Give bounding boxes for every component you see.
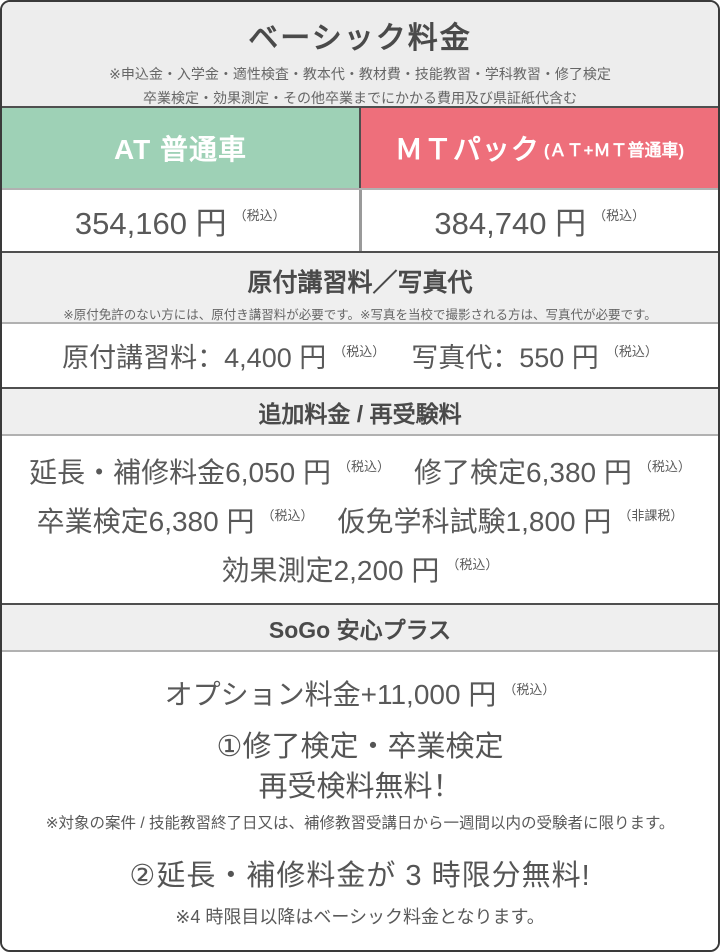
divider bbox=[358, 190, 362, 251]
effect-measurement-fee: 効果測定 2,200 円 （税込） bbox=[222, 549, 499, 589]
completion-test-tax-label: （税込） bbox=[638, 459, 691, 474]
anshin-option-fee: オプション料金 +11,000 円 （税込） bbox=[2, 652, 718, 713]
graduation-test-fee: 卒業検定 6,380 円 （税込） bbox=[37, 500, 314, 540]
divider bbox=[2, 650, 718, 652]
gentsuki-fee-tax-label: （税込） bbox=[333, 344, 386, 359]
divider bbox=[2, 434, 718, 436]
effect-measurement-tax-label: （税込） bbox=[446, 557, 499, 572]
gentsuki-fee-price: 4,400 円 bbox=[224, 343, 327, 373]
divider bbox=[2, 251, 718, 253]
divider bbox=[2, 322, 718, 324]
graduation-test-tax-label: （税込） bbox=[261, 508, 314, 523]
effect-measurement-price: 2,200 円 bbox=[333, 554, 440, 586]
photo-fee: 写真代： 550 円 （税込） bbox=[411, 336, 658, 375]
additional-section-title: 追加料金 / 再受験料 bbox=[258, 400, 462, 427]
plan-header-mt: ＭＴパック (ＡＴ+ＭＴ普通車) bbox=[361, 108, 718, 188]
provisional-license-exam-label: 仮免学科試験 bbox=[337, 505, 506, 537]
photo-fee-tax-label: （税込） bbox=[605, 344, 658, 359]
anshin-option-tax-label: （税込） bbox=[503, 681, 556, 697]
basic-fee-note-line1: ※申込金・入学金・適性検査・教本代・教材費・技能教習・学科教習・修了検定 bbox=[109, 66, 611, 82]
anshin-option-label: オプション料金 bbox=[164, 679, 361, 710]
anshin-benefit1-line1: ①修了検定・卒業検定 bbox=[216, 731, 504, 763]
plan-at-label: AT 普通車 bbox=[113, 134, 248, 165]
basic-fee-note-line2: 卒業検定・効果測定・その他卒業までにかかる費用及び県証紙代含む bbox=[143, 90, 577, 106]
additional-fee-line: 延長・補修料金 6,050 円 （税込） 修了検定 6,380 円 （税込） bbox=[2, 446, 718, 495]
gentsuki-section-header: 原付講習料／写真代 ※原付免許のない方には、原付き講習料が必要です。※写真を当校… bbox=[2, 253, 718, 322]
anshin-option-price: +11,000 円 bbox=[360, 679, 497, 710]
plan-mt-price-cell: 384,740 円 （税込） bbox=[362, 190, 719, 251]
extension-fee-price: 6,050 円 bbox=[225, 456, 331, 488]
additional-fee-line: 卒業検定 6,380 円 （税込） 仮免学科試験 1,800 円 （非課税） bbox=[2, 495, 718, 544]
completion-test-fee: 修了検定 6,380 円 （税込） bbox=[414, 451, 691, 491]
extension-fee-tax-label: （税込） bbox=[337, 459, 390, 474]
photo-fee-price: 550 円 bbox=[519, 343, 599, 373]
anshin-benefit2-note: ※4 時限目以降はベーシック料金となります。 bbox=[175, 907, 545, 928]
divider bbox=[359, 108, 361, 188]
plan-mt-price: 384,740 円 bbox=[434, 206, 587, 241]
gentsuki-section-note: ※原付免許のない方には、原付き講習料が必要です。※写真を当校で撮影される方は、写… bbox=[63, 308, 657, 322]
photo-fee-label: 写真代： bbox=[411, 343, 520, 373]
anshin-benefit2: ②延長・補修料金が 3 時限分無料! bbox=[129, 860, 591, 893]
provisional-license-exam-tax-label: （非課税） bbox=[618, 508, 684, 523]
completion-test-label: 修了検定 bbox=[414, 456, 527, 488]
anshin-body: オプション料金 +11,000 円 （税込） ①修了検定・卒業検定 再受検料無料… bbox=[2, 652, 718, 950]
gentsuki-fee-row: 原付講習料： 4,400 円 （税込） 写真代： 550 円 （税込） bbox=[2, 324, 718, 387]
graduation-test-label: 卒業検定 bbox=[36, 505, 149, 537]
plan-header-row: AT 普通車 ＭＴパック (ＡＴ+ＭＴ普通車) bbox=[2, 108, 718, 188]
plan-mt-tax-label: （税込） bbox=[593, 208, 646, 223]
extension-fee-label: 延長・補修料金 bbox=[29, 456, 226, 488]
page-title: ベーシック料金 bbox=[248, 22, 472, 55]
basic-fee-header: ベーシック料金 ※申込金・入学金・適性検査・教本代・教材費・技能教習・学科教習・… bbox=[2, 2, 718, 106]
extension-fee: 延長・補修料金 6,050 円 （税込） bbox=[29, 451, 390, 491]
anshin-section-header: SoGo 安心プラス bbox=[2, 605, 718, 650]
anshin-benefit1-note: ※対象の案件 / 技能教習終了日又は、補修教習受講日から一週間以内の受験者に限り… bbox=[45, 815, 675, 833]
plan-at-price: 354,160 円 bbox=[74, 206, 227, 241]
plan-mt-label: ＭＴパック bbox=[394, 134, 540, 165]
gentsuki-section-title: 原付講習料／写真代 bbox=[247, 269, 473, 297]
plan-mt-sublabel: (ＡＴ+ＭＴ普通車) bbox=[543, 140, 685, 160]
effect-measurement-label: 効果測定 bbox=[221, 554, 334, 586]
provisional-license-exam-price: 1,800 円 bbox=[505, 505, 612, 537]
plan-header-at: AT 普通車 bbox=[2, 108, 359, 188]
additional-fee-body: 延長・補修料金 6,050 円 （税込） 修了検定 6,380 円 （税込） 卒… bbox=[2, 436, 718, 603]
provisional-license-exam-fee: 仮免学科試験 1,800 円 （非課税） bbox=[338, 500, 684, 540]
completion-test-price: 6,380 円 bbox=[526, 456, 632, 488]
plan-at-tax-label: （税込） bbox=[233, 208, 286, 223]
divider bbox=[2, 603, 718, 605]
plan-at-price-cell: 354,160 円 （税込） bbox=[2, 190, 359, 251]
additional-fee-line: 効果測定 2,200 円 （税込） bbox=[2, 544, 718, 593]
additional-section-header: 追加料金 / 再受験料 bbox=[2, 389, 718, 434]
plan-price-row: 354,160 円 （税込） 384,740 円 （税込） bbox=[2, 190, 718, 251]
anshin-section-title: SoGo 安心プラス bbox=[268, 616, 452, 643]
gentsuki-fee-label: 原付講習料： bbox=[62, 343, 225, 373]
anshin-benefit1-line2: 再受検料無料！ bbox=[258, 771, 462, 804]
divider bbox=[2, 188, 718, 190]
divider bbox=[2, 106, 718, 108]
graduation-test-price: 6,380 円 bbox=[148, 505, 255, 537]
gentsuki-fee: 原付講習料： 4,400 円 （税込） bbox=[62, 336, 385, 375]
divider bbox=[2, 387, 718, 389]
